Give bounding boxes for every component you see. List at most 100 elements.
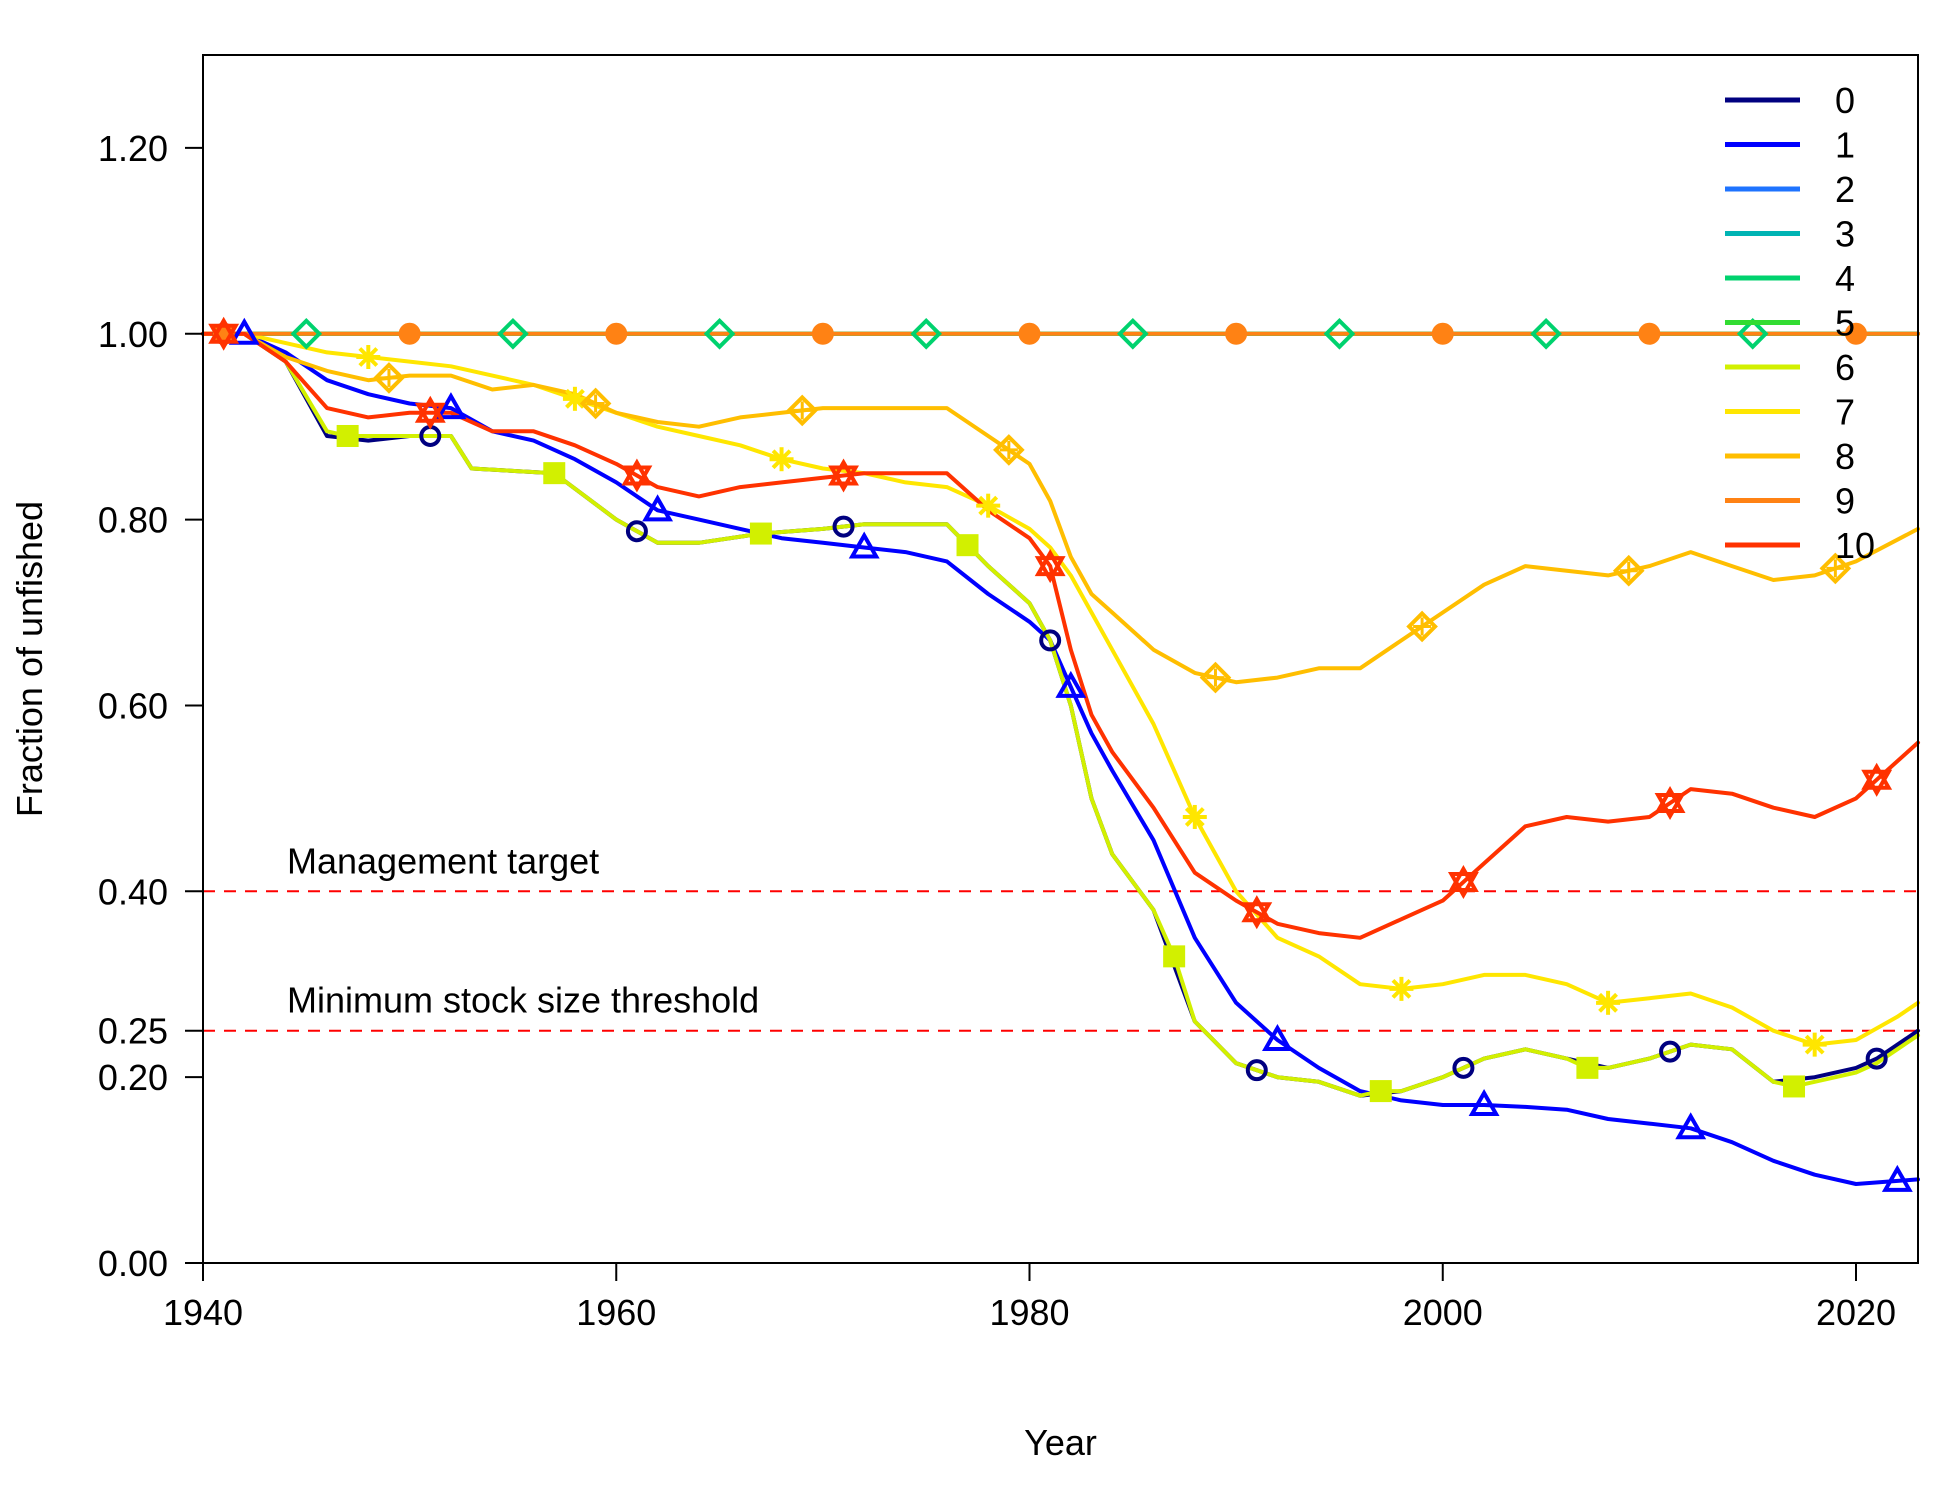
series-layer [201, 331, 1920, 1186]
plot-frame [202, 54, 1919, 1264]
data-point-6 [336, 424, 359, 447]
data-point-4 [1323, 317, 1356, 350]
y-tick-label: 0.80 [98, 500, 168, 541]
data-point-10 [414, 395, 446, 430]
data-point-6 [1783, 1075, 1806, 1098]
y-tick-label: 0.20 [98, 1057, 168, 1098]
data-point-1 [848, 531, 880, 559]
data-point-9 [1431, 322, 1454, 345]
reference-lines [203, 890, 1918, 1032]
data-point-9 [605, 322, 628, 345]
data-point-1 [1675, 1112, 1707, 1140]
data-point-0 [1039, 629, 1062, 652]
data-point-7 [1802, 1032, 1827, 1057]
data-point-8 [373, 362, 405, 394]
data-point-10 [1447, 864, 1479, 900]
legend-label: 1 [1835, 125, 1855, 166]
y-tick-label: 0.25 [98, 1011, 168, 1052]
data-point-9 [1638, 322, 1661, 345]
legend-label: 6 [1835, 347, 1855, 388]
data-point-4 [497, 317, 529, 350]
x-tick-label: 1940 [163, 1292, 243, 1333]
data-point-6 [956, 534, 979, 557]
data-point-9 [1225, 322, 1248, 345]
y-tick-label: 1.20 [98, 128, 168, 169]
data-point-10 [1861, 762, 1893, 797]
data-point-0 [832, 515, 855, 538]
data-point-0 [1245, 1059, 1268, 1082]
legend-label: 7 [1835, 392, 1855, 433]
x-tick-label: 1960 [576, 1292, 656, 1333]
data-point-8 [579, 387, 612, 420]
data-point-10 [1654, 785, 1686, 821]
x-tick-label: 1980 [989, 1292, 1069, 1333]
data-point-4 [290, 317, 323, 350]
data-point-1 [642, 494, 674, 522]
y-tick-label: 0.00 [98, 1243, 168, 1284]
legend-label: 9 [1835, 481, 1855, 522]
series-line-8 [201, 331, 1920, 685]
y-tick-label: 0.60 [98, 685, 168, 726]
data-point-7 [1596, 990, 1621, 1015]
data-point-1 [1055, 670, 1087, 698]
data-point-7 [1182, 804, 1207, 829]
reference-line-label: Management target [287, 840, 599, 881]
data-point-4 [1736, 317, 1769, 350]
data-point-0 [625, 520, 648, 543]
data-point-1 [1881, 1164, 1913, 1192]
data-point-9 [1845, 322, 1868, 345]
legend-label: 0 [1835, 80, 1855, 121]
data-point-9 [398, 322, 421, 345]
y-axis-label: Fraction of unfished [9, 501, 50, 817]
data-point-8 [1199, 661, 1232, 694]
data-point-1 [228, 317, 260, 345]
legend-label: 10 [1835, 525, 1875, 566]
data-point-10 [208, 316, 240, 351]
data-point-6 [1576, 1056, 1599, 1079]
markers-layer [208, 316, 1913, 1192]
data-point-1 [435, 392, 467, 420]
data-point-7 [769, 447, 794, 472]
data-point-10 [621, 458, 653, 493]
legend-label: 3 [1835, 214, 1855, 255]
data-point-4 [1530, 317, 1562, 350]
x-tick-label: 2000 [1403, 1292, 1483, 1333]
data-point-0 [1452, 1056, 1475, 1079]
legend-label: 4 [1835, 258, 1855, 299]
data-point-6 [543, 462, 566, 485]
x-axis-label: Year [1024, 1422, 1097, 1463]
data-point-1 [1468, 1088, 1500, 1117]
legend-label: 8 [1835, 436, 1855, 477]
data-point-10 [1034, 549, 1066, 584]
data-point-1 [1262, 1023, 1293, 1051]
data-point-10 [828, 458, 859, 493]
series-line-7 [201, 331, 1920, 1047]
data-point-7 [1389, 976, 1414, 1001]
data-point-8 [1406, 610, 1438, 643]
x-axis: 1940 1960 1980 2000 2020 [163, 1263, 1896, 1333]
y-tick-label: 1.00 [98, 314, 168, 355]
data-point-9 [811, 322, 834, 345]
data-point-0 [1865, 1047, 1888, 1070]
data-point-7 [976, 493, 1001, 518]
data-point-6 [1369, 1080, 1392, 1103]
data-point-8 [1819, 552, 1852, 585]
series-line-10 [201, 331, 1920, 940]
data-point-7 [562, 386, 587, 411]
data-point-7 [356, 345, 381, 369]
data-point-6 [749, 522, 772, 545]
data-point-4 [1116, 317, 1149, 350]
data-point-10 [1241, 895, 1273, 930]
y-tick-label: 0.40 [98, 871, 168, 912]
data-point-9 [1018, 322, 1041, 345]
data-point-8 [993, 434, 1025, 466]
data-point-8 [786, 394, 819, 427]
reference-line-label: Minimum stock size threshold [287, 980, 759, 1021]
reference-line-labels: Management target Minimum stock size thre… [287, 840, 759, 1020]
legend-label: 2 [1835, 169, 1855, 210]
x-tick-label: 2020 [1816, 1292, 1896, 1333]
legend-label: 5 [1835, 303, 1855, 344]
data-point-8 [1612, 554, 1645, 587]
